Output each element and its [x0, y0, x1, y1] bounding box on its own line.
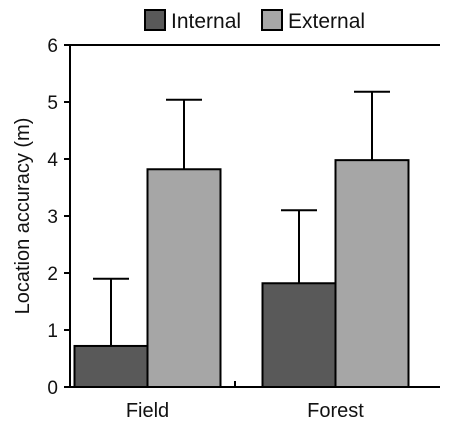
- legend-swatch-external: [261, 9, 283, 31]
- y-axis-label: Location accuracy (m): [12, 118, 34, 315]
- axis-labels: 0 1 2 3 4 5 6 Field Forest Location accuracy (m): [12, 36, 364, 422]
- x-tick-label: Field: [126, 400, 169, 422]
- legend-label-internal: Internal: [171, 10, 241, 33]
- y-tick-label: 6: [47, 36, 58, 57]
- y-tick-label: 5: [47, 93, 58, 114]
- y-tick-label: 2: [47, 264, 58, 285]
- bar-internal-forest: [261, 282, 337, 389]
- bars: [73, 159, 410, 389]
- y-tick-label: 1: [47, 321, 58, 342]
- y-tick-label: 0: [47, 378, 58, 399]
- y-tick-label: 3: [47, 207, 58, 228]
- bar-external-field: [146, 168, 222, 388]
- x-tick-label: Forest: [307, 400, 364, 422]
- bar-external-forest: [334, 159, 410, 388]
- legend-label-external: External: [288, 10, 365, 33]
- y-tick-label: 4: [47, 150, 58, 171]
- legend-swatch-internal: [144, 9, 166, 31]
- legend: Internal External: [144, 9, 365, 33]
- error-bars: [93, 90, 390, 346]
- bar-internal-field: [73, 344, 149, 388]
